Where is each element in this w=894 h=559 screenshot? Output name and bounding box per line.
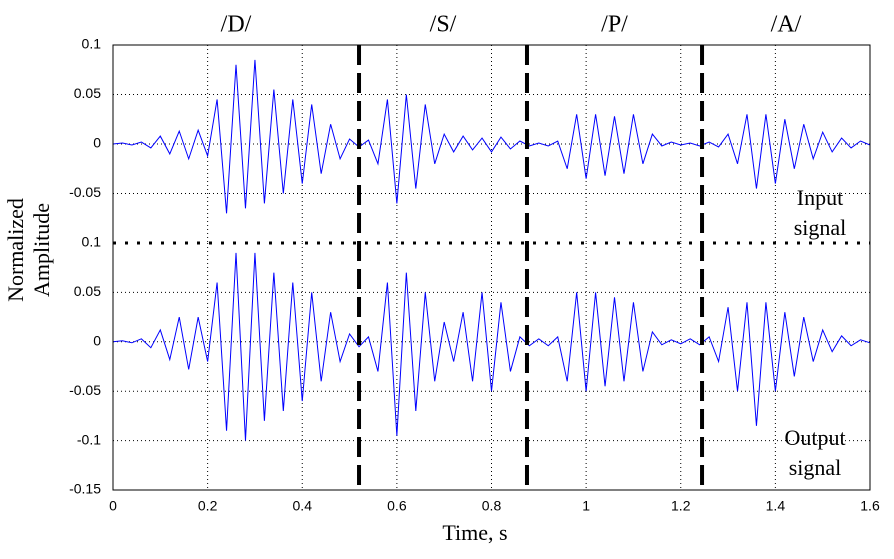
x-tick-label: 0.2 <box>198 498 218 514</box>
y-tick-label: -0.05 <box>69 184 101 200</box>
x-tick-label: 1.2 <box>671 498 691 514</box>
y-tick-label: -0.05 <box>69 382 101 398</box>
annotation: signal <box>794 215 847 240</box>
annotation: Output <box>784 425 845 450</box>
y-tick-label: 0.05 <box>74 85 101 101</box>
phoneme-label: /D/ <box>221 12 252 38</box>
x-tick-label: 1.4 <box>766 498 786 514</box>
y-tick-label: 0.1 <box>82 234 102 250</box>
x-tick-label: 0.6 <box>387 498 407 514</box>
x-tick-label: 0 <box>109 498 117 514</box>
plot-frame <box>112 44 871 491</box>
annotation: Input <box>797 185 843 210</box>
phoneme-label: /A/ <box>771 12 802 38</box>
x-tick-label: 0.4 <box>293 498 313 514</box>
y-axis-label: Amplitude <box>29 203 54 297</box>
y-tick-label: -0.15 <box>69 481 101 497</box>
waveform <box>112 59 871 214</box>
x-tick-label: 1 <box>582 498 590 514</box>
x-axis-label: Time, s <box>442 520 507 545</box>
x-tick-label: 1.6 <box>860 498 880 514</box>
y-tick-label: -0.1 <box>77 431 101 447</box>
y-tick-label: 0 <box>93 333 101 349</box>
x-tick-label: 0.8 <box>482 498 502 514</box>
y-tick-label: 0 <box>93 135 101 151</box>
y-tick-label: 0.05 <box>74 283 101 299</box>
y-tick-label: 0.1 <box>82 36 102 52</box>
phoneme-label: /P/ <box>601 12 628 38</box>
phoneme-label: /S/ <box>430 12 457 38</box>
annotation: signal <box>789 455 842 480</box>
waveform <box>112 252 871 441</box>
y-axis-label: Normalized <box>3 198 28 302</box>
